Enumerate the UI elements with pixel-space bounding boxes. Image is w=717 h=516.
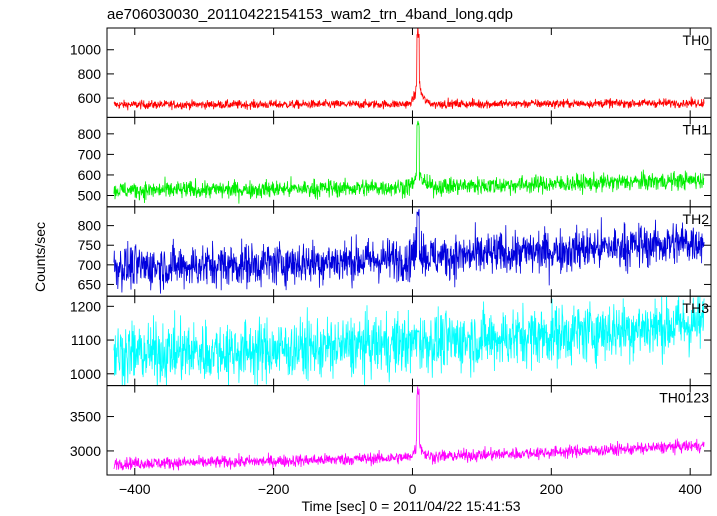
y-tick-label: 800 — [78, 126, 102, 142]
series-line-th3 — [113, 296, 705, 386]
x-tick-label: −200 — [258, 481, 290, 497]
panel-th1: 500 600 700 800 TH1 — [78, 116, 712, 208]
y-tick-label: 650 — [78, 276, 102, 292]
y-tick-label: 800 — [78, 66, 102, 82]
y-tick-label: 3500 — [70, 409, 101, 425]
panel-th3: 1000 1100 1200 TH3 — [70, 295, 712, 387]
panel-label: TH1 — [683, 121, 710, 137]
panel-label: TH0123 — [659, 390, 709, 406]
panel-th0: 600 800 1000 TH0 — [70, 27, 712, 118]
x-tick-label: −400 — [119, 481, 151, 497]
x-tick-label: 0 — [409, 481, 417, 497]
y-tick-label: 1000 — [70, 366, 101, 382]
y-tick-label: 600 — [78, 167, 102, 183]
panel-label: TH2 — [683, 211, 710, 227]
y-tick-label: 700 — [78, 257, 102, 273]
y-tick-label: 500 — [78, 187, 102, 203]
y-tick-label: 1100 — [71, 332, 101, 348]
series-line-th0123 — [113, 386, 705, 471]
panel-th2: 650 700 750 800 TH2 — [78, 206, 712, 297]
y-axis-label: Counts/sec — [32, 222, 48, 292]
y-tick-label: 600 — [78, 90, 102, 106]
x-tick-label: 200 — [540, 481, 564, 497]
x-tick-label: 400 — [678, 481, 702, 497]
chart-title: ae706030030_20110422154153_wam2_trn_4ban… — [107, 6, 513, 23]
panel-label: TH0 — [683, 32, 710, 48]
y-tick-label: 800 — [78, 218, 102, 234]
y-tick-label: 750 — [78, 237, 102, 253]
panel-frame — [106, 385, 712, 476]
y-tick-label: 1000 — [70, 42, 101, 58]
x-axis-label: Time [sec] 0 = 2011/04/22 15:41:53 — [301, 498, 520, 514]
panels-group: 600 800 1000 TH0 500 600 700 800 TH1 650 700 750 800… — [70, 27, 712, 497]
series-line-th2 — [113, 209, 705, 294]
y-tick-label: 1200 — [70, 298, 101, 314]
series-line-th0 — [113, 28, 705, 111]
series-line-th1 — [113, 120, 705, 204]
y-tick-label: 3000 — [70, 443, 101, 459]
panel-th0123: 3000 3500 TH0123 — [70, 385, 712, 476]
y-tick-label: 700 — [78, 146, 102, 162]
panel-label: TH3 — [683, 300, 710, 316]
